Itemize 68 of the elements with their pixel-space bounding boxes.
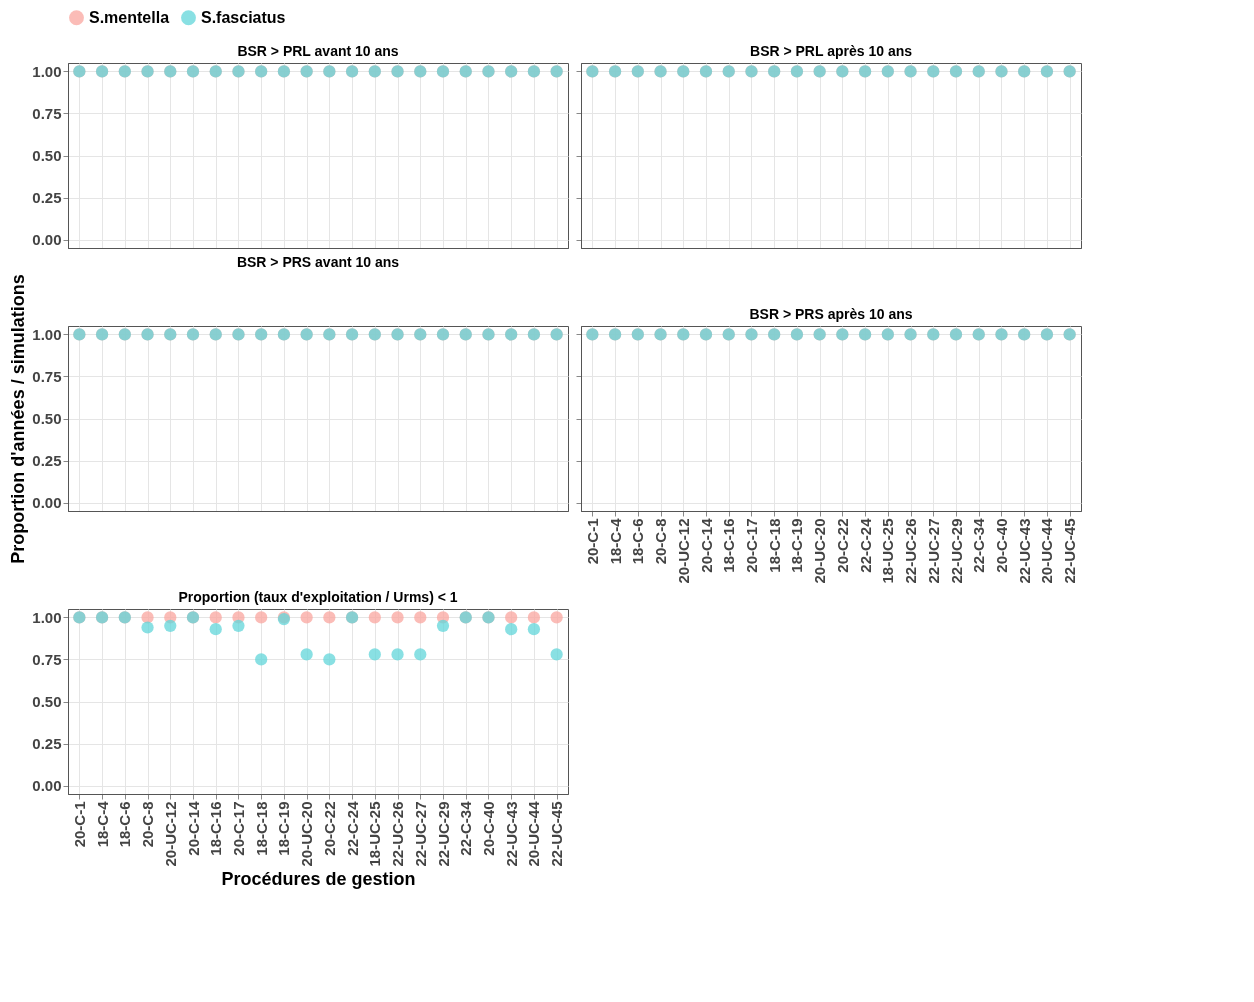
y-tick-label: 0.25 [32, 452, 62, 470]
x-tick-label: 20-C-17 [742, 518, 760, 573]
x-tick-label: 22-UC-45 [1061, 518, 1079, 584]
x-tick-label: 22-UC-26 [902, 518, 920, 584]
x-tick-label: 22-UC-27 [411, 801, 429, 867]
legend-label: S.mentella [89, 8, 170, 26]
x-tick-label: 22-UC-43 [502, 801, 520, 867]
x-tick-label: 20-C-22 [320, 801, 338, 856]
y-tick-label: 0.50 [32, 147, 62, 164]
x-tick-label: 22-UC-29 [947, 518, 965, 584]
x-tick-label: 18-C-16 [207, 801, 225, 856]
y-tick-label: 0.75 [32, 104, 62, 122]
x-tick-label: 20-UC-44 [1038, 517, 1056, 584]
x-tick-label: 22-C-24 [343, 800, 361, 856]
x-tick-label: 18-C-19 [788, 518, 806, 573]
x-axis-title: Procédures de gestion [221, 868, 416, 889]
legend-label: S.fasciatus [201, 8, 286, 26]
x-tick-label: 20-UC-20 [298, 801, 316, 867]
x-tick-label: 18-C-6 [116, 801, 134, 848]
x-tick-label: 22-C-34 [970, 517, 988, 573]
x-tick-label: 20-C-1 [70, 801, 88, 848]
x-tick-label: 22-C-34 [457, 800, 475, 856]
x-tick-label: 18-C-18 [252, 801, 270, 856]
x-tick-label: 22-UC-29 [434, 801, 452, 867]
x-tick-label: 20-C-14 [697, 517, 715, 573]
y-axis-title: Proportion d'années / simulations [8, 274, 29, 564]
x-tick-label: 22-UC-43 [1015, 518, 1033, 584]
x-tick-label: 22-UC-45 [548, 801, 566, 867]
chart-title: BSR > PRS après 10 ans [749, 306, 913, 322]
x-tick-label: 20-C-17 [229, 801, 247, 856]
x-tick-label: 20-C-8 [652, 518, 670, 565]
y-tick-label: 0.75 [32, 367, 62, 385]
x-tick-label: 18-C-19 [275, 801, 293, 856]
y-tick-label: 0.00 [32, 777, 62, 795]
x-tick-label: 18-C-6 [629, 518, 647, 565]
y-tick-label: 0.25 [32, 735, 62, 753]
x-tick-label: 18-UC-25 [879, 518, 897, 584]
x-tick-label: 20-C-8 [139, 801, 157, 848]
x-tick-label: 18-UC-25 [366, 801, 384, 867]
x-tick-label: 20-UC-12 [674, 518, 692, 584]
x-tick-label: 20-C-40 [992, 518, 1010, 573]
x-tick-label: 18-C-18 [765, 518, 783, 573]
x-tick-label: 22-UC-27 [924, 518, 942, 584]
x-tick-label: 20-C-14 [184, 800, 202, 856]
x-tick-label: 20-C-1 [583, 518, 601, 565]
y-tick-label: 0.75 [32, 650, 62, 668]
chart-title: BSR > PRS avant 10 ans [236, 253, 400, 270]
x-tick-label: 18-C-4 [606, 517, 624, 565]
x-tick-label: 22-UC-26 [389, 801, 407, 867]
y-tick-label: 1.00 [32, 325, 62, 343]
x-tick-label: 20-C-22 [833, 518, 851, 573]
y-tick-label: 1.00 [32, 62, 62, 80]
chart-title: Proportion (taux d'exploitation / Urms) < 1 [178, 589, 458, 605]
y-tick-label: 0.50 [32, 693, 62, 710]
x-tick-label: 20-UC-44 [525, 800, 543, 867]
x-tick-label: 22-C-24 [856, 517, 874, 573]
x-tick-label: 20-UC-12 [161, 801, 179, 867]
x-tick-label: 20-C-40 [479, 801, 497, 856]
chart-title: BSR > PRL après 10 ans [750, 43, 913, 59]
x-tick-label: 20-UC-20 [811, 518, 829, 584]
x-tick-label: 18-C-16 [720, 518, 738, 573]
y-tick-label: 0.25 [32, 189, 62, 207]
chart-title: BSR > PRL avant 10 ans [237, 43, 399, 59]
y-tick-label: 1.00 [32, 608, 62, 626]
x-tick-label: 18-C-4 [93, 800, 111, 848]
y-tick-label: 0.00 [32, 231, 62, 249]
y-tick-label: 0.50 [32, 410, 62, 427]
y-tick-label: 0.00 [32, 494, 62, 512]
